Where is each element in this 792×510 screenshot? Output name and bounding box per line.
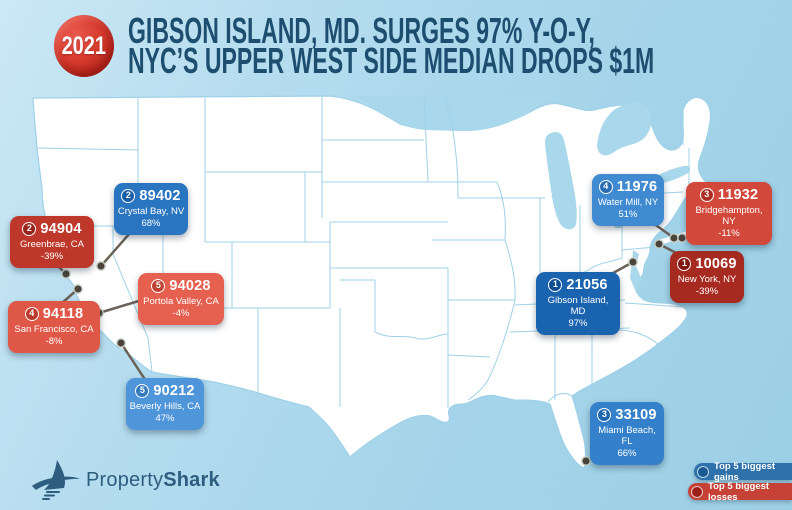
city-label: Water Mill, NY — [597, 197, 659, 208]
zip-code: 90212 — [153, 383, 195, 399]
city-label: Bridgehampton, NY — [695, 205, 763, 227]
gains-dot-icon — [697, 465, 709, 478]
marker-portola-valley: 5 94028 Portola Valley, CA -4% — [138, 273, 224, 325]
lake-superior — [350, 96, 546, 132]
zip-code: 94028 — [169, 278, 211, 294]
marker-new-york: 1 10069 New York, NY -39% — [670, 251, 744, 303]
city-label: Crystal Bay, NV — [117, 206, 185, 217]
zip-code: 21056 — [566, 277, 608, 293]
lake-michigan — [545, 132, 577, 230]
city-label: San Francisco, CA — [14, 324, 94, 335]
change-percent: 66% — [617, 448, 637, 459]
map-dot-gibson-island — [628, 257, 638, 267]
map-dot-new-york — [654, 239, 664, 249]
year-badge: 2021 — [54, 15, 114, 77]
marker-header: 2 89402 — [117, 188, 185, 204]
connector-layer — [50, 219, 702, 466]
marker-header: 3 11932 — [689, 187, 769, 203]
zip-code: 33109 — [615, 407, 657, 423]
change-percent: -39% — [40, 251, 64, 262]
map-dot-crystal-bay — [96, 261, 106, 271]
marker-header: 3 33109 — [593, 407, 661, 423]
us-outline — [32, 95, 712, 469]
shark-fin-icon — [32, 460, 80, 500]
title-line-2: NYC’S UPPER WEST SIDE MEDIAN DROPS $1M — [128, 40, 655, 81]
marker-header: 4 94118 — [11, 306, 97, 322]
city-label: Portola Valley, CA — [143, 296, 219, 307]
marker-water-mill: 4 11976 Water Mill, NY 51% — [592, 174, 664, 226]
rank-badge: 2 — [121, 189, 136, 203]
city-label: Miami Beach, FL — [598, 425, 656, 447]
change-percent: 97% — [568, 318, 588, 329]
city-label: Beverly Hills, CA — [129, 401, 201, 412]
legend-losses: Top 5 biggest losses — [688, 480, 792, 503]
rank-badge: 1 — [548, 278, 563, 292]
rank-badge: 2 — [22, 222, 37, 236]
year-label: 2021 — [61, 31, 107, 60]
propertyshark-logo: PropertyShark — [30, 458, 220, 502]
change-percent: -39% — [695, 286, 719, 297]
lake-huron — [597, 102, 652, 156]
city-label: Gibson Island, MD — [547, 295, 609, 317]
rank-badge: 3 — [597, 408, 612, 422]
zip-code: 89402 — [139, 188, 181, 204]
rank-badge: 3 — [699, 188, 714, 202]
legend-gains-label: Top 5 biggest gains — [714, 460, 776, 483]
city-label: New York, NY — [677, 274, 737, 285]
zip-code: 94904 — [40, 221, 82, 237]
marker-header: 1 10069 — [673, 256, 741, 272]
map-dot-miami-beach — [581, 456, 591, 466]
change-percent: 51% — [618, 209, 638, 220]
marker-header: 1 21056 — [539, 277, 617, 293]
marker-header: 4 11976 — [595, 179, 661, 195]
change-percent: -11% — [718, 228, 740, 239]
change-percent: -8% — [45, 336, 63, 347]
change-percent: 68% — [141, 218, 161, 229]
connector-line-portola-valley — [97, 298, 144, 315]
connector-line-crystal-bay — [99, 231, 132, 268]
logo-text-bold: Shark — [163, 468, 220, 491]
zip-code: 94118 — [42, 306, 84, 322]
rank-badge: 4 — [598, 180, 613, 194]
legend-gains: Top 5 biggest gains — [694, 460, 792, 483]
zip-code: 10069 — [695, 256, 737, 272]
marker-header: 2 94904 — [13, 221, 91, 237]
marker-crystal-bay: 2 89402 Crystal Bay, NV 68% — [114, 183, 188, 235]
title-line-1: GIBSON ISLAND, MD. SURGES 97% Y-O-Y, — [128, 10, 595, 51]
rank-badge: 5 — [151, 279, 166, 293]
marker-bridgehampton: 3 11932 Bridgehampton, NY -11% — [686, 182, 772, 245]
map-dot-san-francisco — [73, 284, 83, 294]
change-percent: 47% — [155, 413, 175, 424]
marker-miami-beach: 3 33109 Miami Beach, FL 66% — [590, 402, 664, 465]
zip-code: 11932 — [717, 187, 759, 203]
marker-san-francisco: 4 94118 San Francisco, CA -8% — [8, 301, 100, 353]
connector-line-beverly-hills — [119, 341, 148, 383]
marker-header: 5 90212 — [129, 383, 201, 399]
map-dot-greenbrae — [61, 269, 71, 279]
marker-header: 5 94028 — [141, 278, 221, 294]
change-percent: -4% — [172, 308, 190, 319]
losses-dot-icon — [691, 485, 703, 498]
legend-losses-label: Top 5 biggest losses — [708, 480, 770, 503]
map-dot-bridgehampton — [677, 233, 687, 243]
rank-badge: 5 — [135, 384, 150, 398]
marker-greenbrae: 2 94904 Greenbrae, CA -39% — [10, 216, 94, 268]
zip-code: 11976 — [616, 179, 658, 195]
marker-gibson-island: 1 21056 Gibson Island, MD 97% — [536, 272, 620, 335]
city-label: Greenbrae, CA — [20, 239, 84, 250]
marker-beverly-hills: 5 90212 Beverly Hills, CA 47% — [126, 378, 204, 430]
logo-wordmark: PropertyShark — [86, 469, 220, 492]
logo-text-regular: Property — [86, 468, 164, 491]
rank-badge: 1 — [677, 257, 692, 271]
map-dot-water-mill — [669, 233, 679, 243]
map-dot-beverly-hills — [116, 338, 126, 348]
rank-badge: 4 — [24, 307, 39, 321]
page-title: GIBSON ISLAND, MD. SURGES 97% Y-O-Y, NYC… — [128, 10, 792, 81]
